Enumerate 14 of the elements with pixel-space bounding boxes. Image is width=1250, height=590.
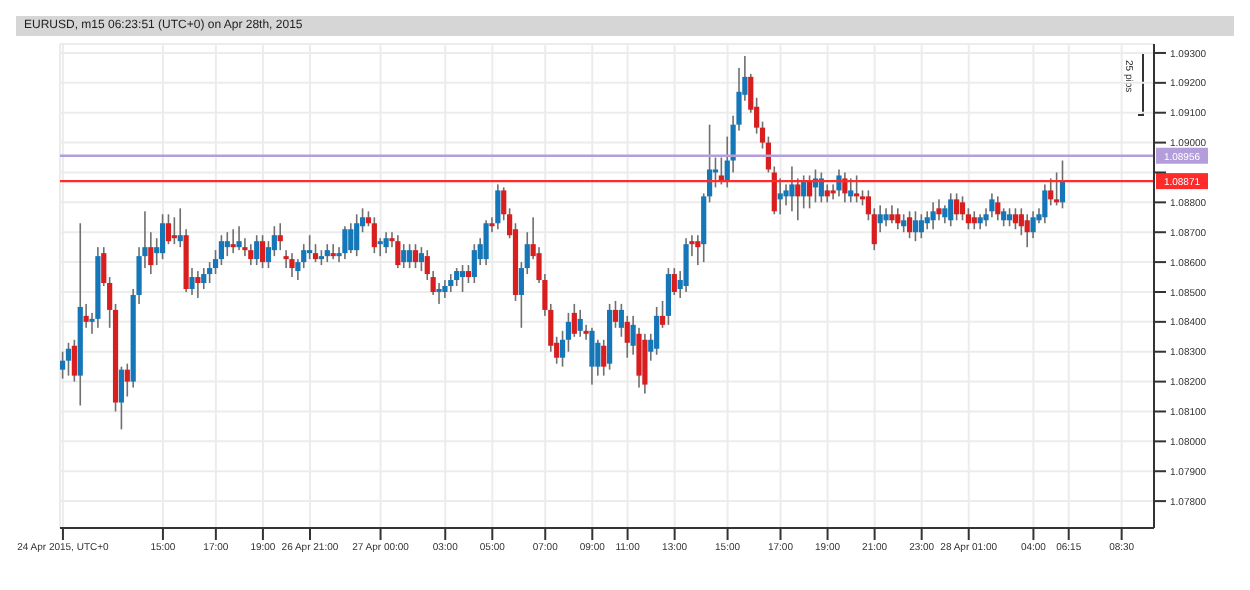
- candlestick: [83, 303, 89, 328]
- candlestick: [283, 250, 289, 269]
- candlestick: [224, 232, 230, 257]
- candlestick: [177, 208, 183, 248]
- candlestick: [436, 283, 442, 304]
- candlestick: [377, 238, 383, 257]
- candlestick: [936, 199, 942, 221]
- candlestick: [230, 229, 236, 254]
- candlestick: [236, 226, 242, 251]
- candlestick: [330, 244, 336, 260]
- candlestick: [277, 223, 283, 251]
- candlestick: [783, 184, 789, 206]
- candlestick: [195, 271, 201, 298]
- candlestick: [777, 178, 783, 215]
